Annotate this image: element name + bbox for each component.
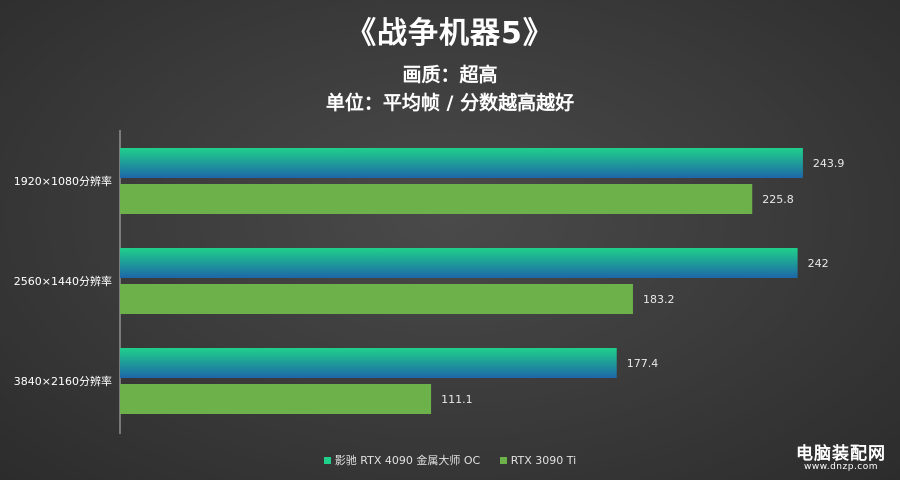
legend-item-series-2: RTX 3090 Ti <box>499 454 577 467</box>
legend: 影驰 RTX 4090 金属大师 OC RTX 3090 Ti <box>0 452 900 468</box>
legend-swatch-series-2 <box>499 457 507 464</box>
watermark-logo: 电脑装配网 www.dnzp.com <box>796 439 886 472</box>
category-label: 3840×2160分辨率 <box>14 374 112 388</box>
data-label: 243.9 <box>813 157 845 170</box>
bar-series-2 <box>120 384 432 414</box>
bar-series-2 <box>120 184 753 214</box>
data-label: 242 <box>808 257 829 270</box>
legend-label-series-2: RTX 3090 Ti <box>510 454 577 467</box>
watermark-main: 电脑装配网 <box>796 444 886 464</box>
chart-title: 《战争机器5》 <box>346 16 554 51</box>
legend-item-series-1: 影驰 RTX 4090 金属大师 OC <box>323 452 481 468</box>
category-label: 2560×1440分辨率 <box>14 274 112 288</box>
category-label: 1920×1080分辨率 <box>14 174 112 188</box>
chart-subtitle-unit: 单位：平均帧 / 分数越高越好 <box>325 92 575 114</box>
chart-subtitle-quality: 画质：超高 <box>402 64 498 86</box>
legend-label-series-1: 影驰 RTX 4090 金属大师 OC <box>334 454 481 467</box>
data-label: 111.1 <box>441 393 473 406</box>
bar-series-1 <box>120 348 617 378</box>
bar-series-1 <box>120 148 803 178</box>
data-label: 177.4 <box>627 357 659 370</box>
bar-series-2 <box>120 284 633 314</box>
data-label: 225.8 <box>762 193 794 206</box>
legend-swatch-series-1 <box>323 457 331 464</box>
data-label: 183.2 <box>643 293 675 306</box>
watermark-sub: www.dnzp.com <box>803 462 879 472</box>
bar-series-1 <box>120 248 798 278</box>
